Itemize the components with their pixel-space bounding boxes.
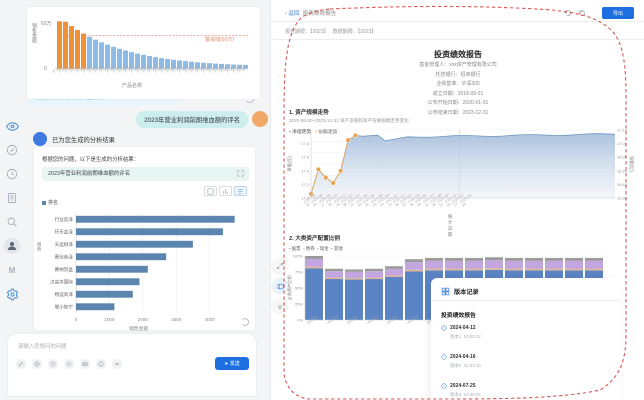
svg-text:18.0: 18.0 — [301, 128, 310, 133]
svg-text:4000: 4000 — [205, 317, 215, 322]
svg-text:17.2: 17.2 — [301, 182, 310, 187]
svg-text:1000: 1000 — [105, 317, 115, 322]
svg-text:75%: 75% — [295, 270, 303, 275]
svg-text:赛纳贸盒: 赛纳贸盒 — [55, 266, 74, 273]
svg-text:天运财泽: 天运财泽 — [55, 241, 74, 248]
svg-text:50%: 50% — [295, 286, 303, 291]
svg-text:汉高木国际: 汉高木国际 — [50, 279, 73, 286]
svg-text:环乐盆泽: 环乐盆泽 — [55, 229, 74, 236]
svg-text:3000: 3000 — [171, 317, 181, 322]
svg-text:联小智宁: 联小智宁 — [55, 304, 74, 311]
svg-text:17.16: 17.16 — [617, 128, 628, 133]
svg-text:份额(亿): 份额(亿) — [628, 156, 635, 172]
svg-text:2000: 2000 — [138, 317, 148, 322]
svg-text:16.80: 16.80 — [617, 168, 628, 173]
svg-text:17.6: 17.6 — [301, 155, 310, 160]
svg-text:16.92: 16.92 — [617, 155, 628, 160]
svg-text:16.68: 16.68 — [617, 182, 628, 187]
svg-text:赛信商泽: 赛信商泽 — [55, 254, 74, 261]
svg-text:100%: 100% — [293, 254, 304, 259]
svg-text:17.4: 17.4 — [301, 168, 310, 173]
svg-text:17.04: 17.04 — [617, 141, 628, 146]
svg-text:行业造泽: 行业造泽 — [55, 216, 74, 223]
svg-text:25%: 25% — [295, 302, 303, 307]
svg-text:畅运商泽: 畅运商泽 — [55, 291, 74, 298]
svg-text:0: 0 — [75, 317, 78, 322]
svg-text:净值(元): 净值(元) — [286, 156, 293, 172]
svg-text:16.56: 16.56 — [617, 196, 628, 201]
svg-text:17.8: 17.8 — [301, 141, 310, 146]
svg-text:0%: 0% — [297, 318, 303, 323]
